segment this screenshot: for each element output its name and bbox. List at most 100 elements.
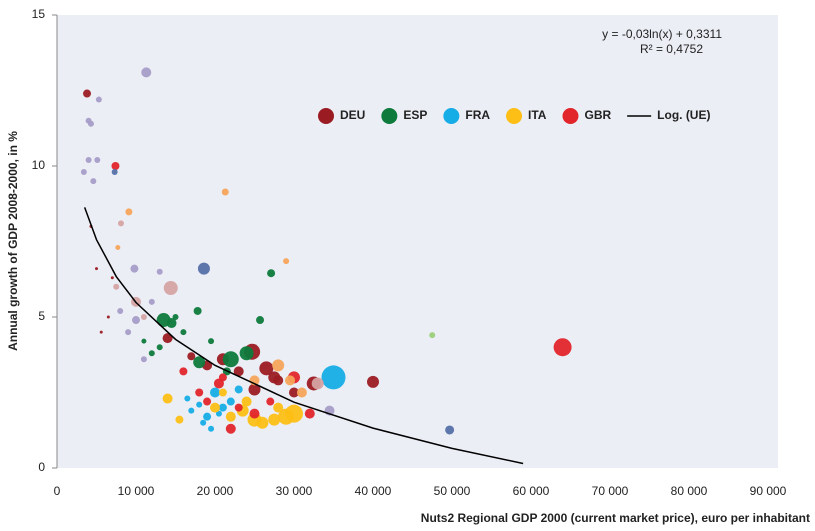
legend-label: DEU [340, 108, 365, 122]
bubble [267, 269, 276, 278]
bubble [172, 314, 179, 320]
bubble [141, 67, 152, 78]
bubble [233, 366, 244, 377]
x-tick-label: 0 [54, 484, 61, 498]
bubble [85, 156, 92, 163]
bubble [166, 318, 177, 329]
bubble [125, 329, 132, 336]
bubble [162, 333, 173, 344]
bubble [248, 383, 261, 396]
bubble [193, 356, 206, 369]
bubble [106, 315, 110, 319]
bubble [148, 298, 155, 305]
bubble [95, 96, 102, 103]
bubble [200, 419, 207, 426]
bubble [273, 375, 284, 386]
y-tick-label: 0 [38, 460, 45, 474]
bubble [95, 267, 98, 271]
legend-label: FRA [465, 108, 490, 122]
bubble [208, 425, 215, 432]
bubble [140, 356, 147, 363]
x-tick-label: 40 000 [355, 484, 392, 498]
bubble [111, 162, 120, 170]
bubble [132, 316, 140, 325]
bubble [184, 395, 191, 402]
bubble [115, 245, 121, 251]
legend-marker [506, 108, 523, 124]
bubble [239, 346, 254, 361]
bubble [226, 397, 235, 406]
y-axis-title: Annual growth of GDP 2008-2000, in % [6, 131, 20, 351]
bubble [249, 408, 260, 419]
bubble [311, 377, 324, 390]
bubble [445, 425, 455, 435]
legend-label: Log. (UE) [657, 108, 710, 122]
bubble [272, 359, 285, 372]
bubble [99, 330, 103, 334]
bubble [429, 332, 436, 339]
bubble [289, 387, 299, 398]
bubble [234, 385, 243, 394]
bubble [117, 307, 124, 314]
bubble [156, 268, 163, 275]
bubble [259, 361, 274, 376]
bubble [273, 402, 284, 413]
bubble [179, 367, 188, 376]
equation: y = -0,03ln(x) + 0,3311 [602, 27, 722, 41]
trend-line [83, 207, 524, 465]
bubble [130, 264, 139, 273]
bubble [218, 388, 227, 397]
bubble [225, 411, 236, 422]
bubble [87, 120, 94, 127]
bubble [367, 375, 379, 388]
bubble [111, 169, 118, 176]
y-tick-label: 15 [32, 7, 46, 21]
bubble [234, 403, 243, 412]
bubble [210, 387, 220, 398]
bubble [208, 338, 215, 345]
bubble [222, 351, 239, 368]
bubble [195, 388, 204, 397]
x-tick-label: 10 000 [118, 484, 155, 498]
plot-background [57, 15, 778, 468]
bubble [196, 401, 203, 408]
bubble [156, 344, 163, 351]
r-squared: R² = 0,4752 [640, 42, 703, 56]
bubble [117, 220, 124, 227]
legend-marker [318, 108, 334, 124]
bubble [125, 208, 133, 216]
x-tick-label: 60 000 [513, 484, 550, 498]
bubble [203, 412, 212, 421]
bubble [140, 314, 147, 320]
bubble [94, 156, 101, 163]
bubble [285, 375, 296, 386]
bubble [113, 283, 120, 290]
bubble [197, 262, 210, 275]
bubble [110, 276, 114, 280]
bubble [163, 281, 178, 296]
bubble [268, 413, 281, 426]
bubble [218, 373, 227, 382]
bubble [215, 410, 222, 417]
bubble [278, 408, 295, 425]
bubble [187, 352, 196, 361]
x-tick-label: 50 000 [434, 484, 471, 498]
bubble [193, 306, 202, 315]
bubble [141, 338, 147, 344]
y-tick-label: 5 [38, 309, 45, 323]
bubble [203, 397, 212, 406]
bubble [283, 258, 290, 265]
x-axis-title: Nuts2 Regional GDP 2000 (current market … [421, 511, 810, 525]
bubble [148, 350, 155, 357]
legend-label: ESP [403, 108, 427, 122]
legend-label: ITA [528, 108, 547, 122]
bubble [162, 393, 173, 404]
bubble [553, 338, 572, 357]
x-tick-label: 90 000 [750, 484, 787, 498]
bubble [80, 169, 87, 176]
bubble [266, 397, 275, 406]
bubble [90, 178, 97, 185]
bubble [180, 329, 187, 336]
y-tick-label: 10 [32, 158, 46, 172]
